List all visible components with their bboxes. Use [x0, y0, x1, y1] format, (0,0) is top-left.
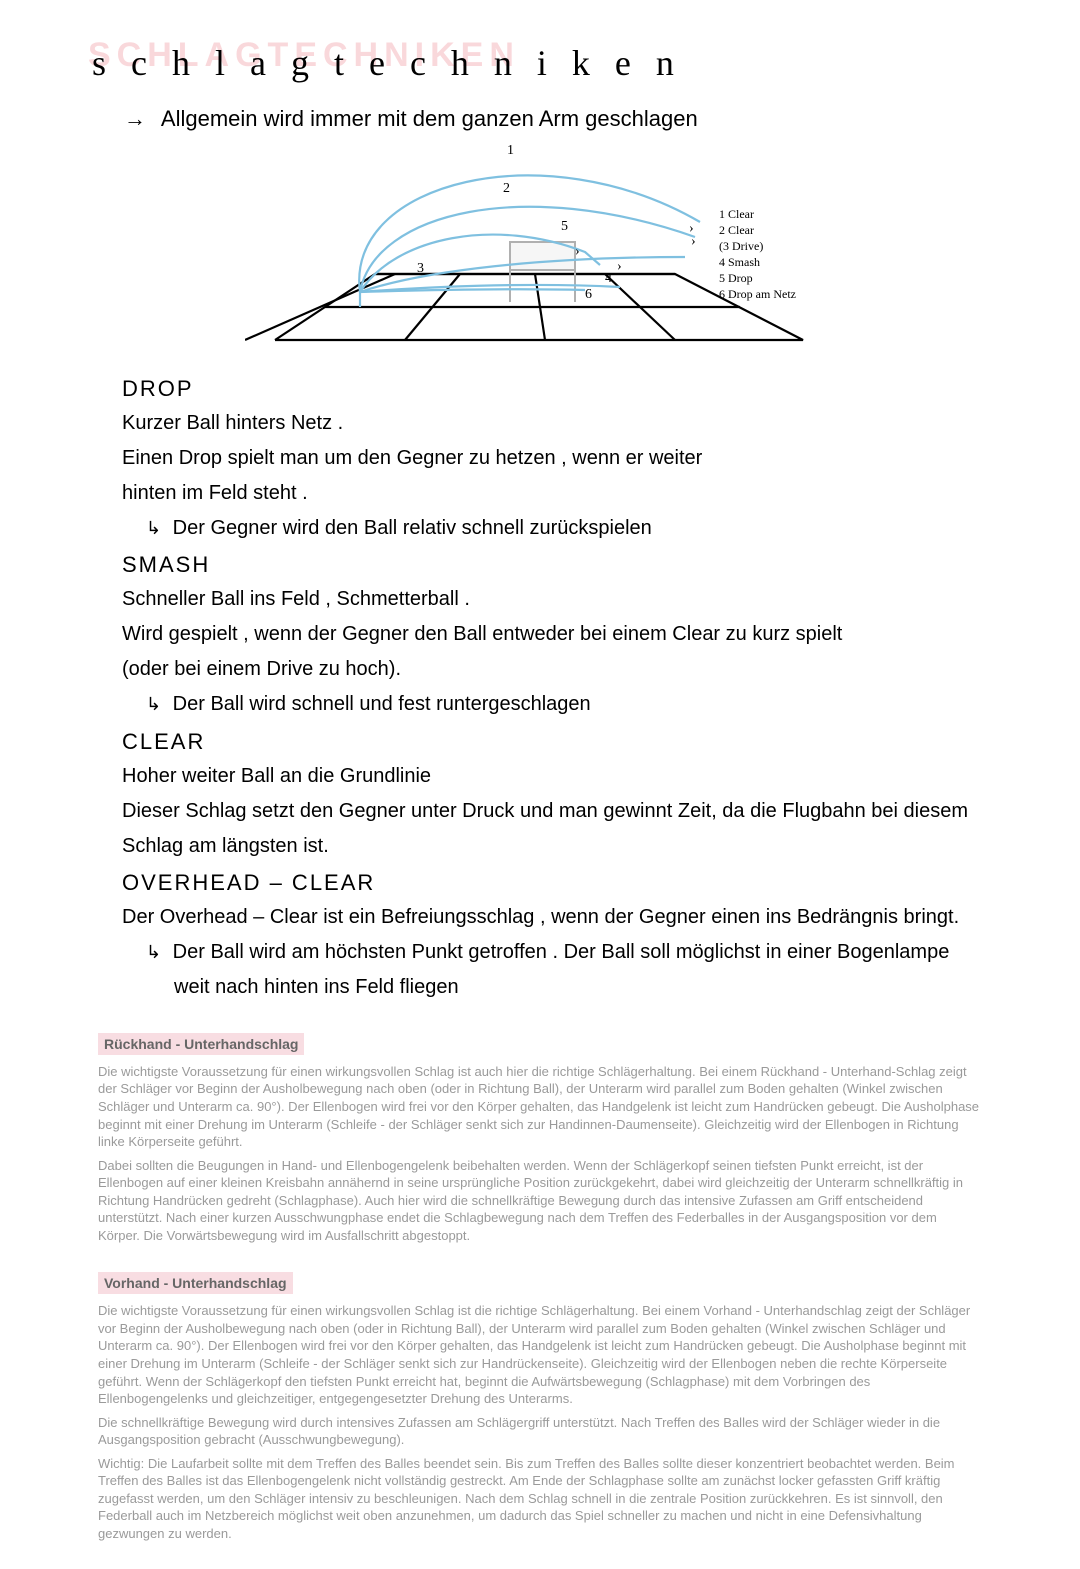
trajectory-diagram: 1 2 5 3 4 6 › › › › 1 Clear 2 Clear (3 D… [0, 142, 1080, 352]
legend-4: 4 Smash [719, 255, 760, 269]
svg-text:6: 6 [585, 287, 592, 302]
legend-6: 6 Drop am Netz [719, 287, 796, 301]
smash-sub: ↳ Der Ball wird schnell und fest runterg… [146, 691, 980, 718]
smash-l3: (oder bei einem Drive zu hoch). [122, 656, 980, 683]
overhead-l1: Der Overhead – Clear ist ein Befreiungss… [122, 904, 980, 931]
vorhand-p3: Wichtig: Die Laufarbeit sollte mit dem T… [98, 1455, 982, 1543]
svg-text:1: 1 [507, 143, 514, 158]
overhead-sub2: weit nach hinten ins Feld fliegen [174, 974, 980, 1001]
rueckhand-p2: Dabei sollten die Beugungen in Hand- und… [98, 1157, 982, 1245]
svg-text:›: › [691, 234, 696, 249]
legend-5: 5 Drop [719, 271, 753, 285]
drop-l2: Einen Drop spielt man um den Gegner zu h… [122, 445, 980, 472]
heading-drop: DROP [122, 376, 980, 402]
clear-l2: Dieser Schlag setzt den Gegner unter Dru… [122, 798, 980, 825]
heading-smash: SMASH [122, 552, 980, 578]
vorhand-p1: Die wichtigste Voraussetzung für einen w… [98, 1302, 982, 1407]
smash-l2: Wird gespielt , wenn der Gegner den Ball… [122, 621, 980, 648]
vorhand-title: Vorhand - Unterhandschlag [98, 1272, 293, 1294]
clear-l3: Schlag am längsten ist. [122, 833, 980, 860]
legend-1: 1 Clear [719, 207, 754, 221]
drop-sub-text: Der Gegner wird den Ball relativ schnell… [173, 517, 652, 539]
overhead-sub: ↳ Der Ball wird am höchsten Punkt getrof… [146, 939, 980, 966]
sub-arrow-icon: ↳ [146, 696, 161, 716]
heading-clear: CLEAR [122, 729, 980, 755]
rueckhand-p1: Die wichtigste Voraussetzung für einen w… [98, 1063, 982, 1151]
smash-l1: Schneller Ball ins Feld , Schmetterball … [122, 586, 980, 613]
overhead-sub-text: Der Ball wird am höchsten Punkt getroffe… [173, 941, 950, 963]
clear-l1: Hoher weiter Ball an die Grundlinie [122, 763, 980, 790]
svg-text:›: › [575, 244, 580, 259]
sub-arrow-icon: ↳ [146, 944, 161, 964]
svg-text:3: 3 [417, 261, 424, 276]
legend-3: (3 Drive) [719, 239, 763, 253]
sub-arrow-icon: ↳ [146, 520, 161, 540]
page-title: SCHLAGTECHNIKEN s c h l a g t e c h n i … [92, 42, 1080, 86]
title-main: s c h l a g t e c h n i k e n [92, 42, 682, 84]
heading-overhead: OVERHEAD – CLEAR [122, 870, 980, 896]
svg-text:2: 2 [503, 181, 510, 196]
arrow-icon: → [124, 106, 146, 131]
rueckhand-title: Rückhand - Unterhandschlag [98, 1033, 304, 1055]
svg-text:›: › [617, 259, 622, 274]
drop-sub: ↳ Der Gegner wird den Ball relativ schne… [146, 515, 980, 542]
drop-l1: Kurzer Ball hinters Netz . [122, 410, 980, 437]
intro-line: → Allgemein wird immer mit dem ganzen Ar… [124, 106, 1080, 132]
svg-text:4: 4 [605, 271, 612, 286]
smash-sub-text: Der Ball wird schnell und fest runterges… [173, 693, 591, 715]
legend-2: 2 Clear [719, 223, 754, 237]
intro-text: Allgemein wird immer mit dem ganzen Arm … [161, 106, 698, 131]
drop-l3: hinten im Feld steht . [122, 480, 980, 507]
svg-text:5: 5 [561, 219, 568, 234]
vorhand-p2: Die schnellkräftige Bewegung wird durch … [98, 1414, 982, 1449]
